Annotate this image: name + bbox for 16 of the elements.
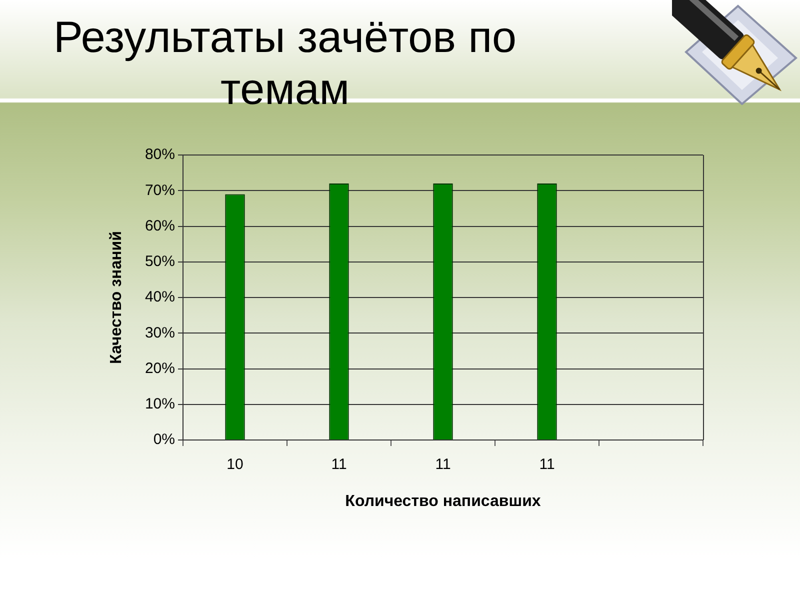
x-tick-label: 11 bbox=[435, 456, 451, 474]
x-axis-title: Количество написавших bbox=[345, 492, 541, 510]
y-tick-label: 50% bbox=[144, 253, 175, 270]
y-tick-label: 40% bbox=[144, 288, 175, 306]
y-tick-label: 0% bbox=[153, 431, 175, 448]
y-tick-label: 20% bbox=[144, 360, 175, 377]
y-tick-label: 30% bbox=[144, 324, 175, 342]
y-tick-label: 80% bbox=[144, 146, 175, 164]
y-axis-title: Качество знаний bbox=[108, 231, 126, 364]
x-tick-label: 11 bbox=[539, 456, 555, 474]
chart-title: Результаты зачётов по темам bbox=[52, 12, 518, 116]
x-tick-label: 11 bbox=[331, 456, 347, 474]
y-tick-label: 70% bbox=[144, 182, 175, 199]
y-tick-label: 10% bbox=[144, 396, 175, 413]
x-tick-label: 10 bbox=[226, 456, 244, 474]
y-tick-label: 60% bbox=[144, 217, 175, 234]
